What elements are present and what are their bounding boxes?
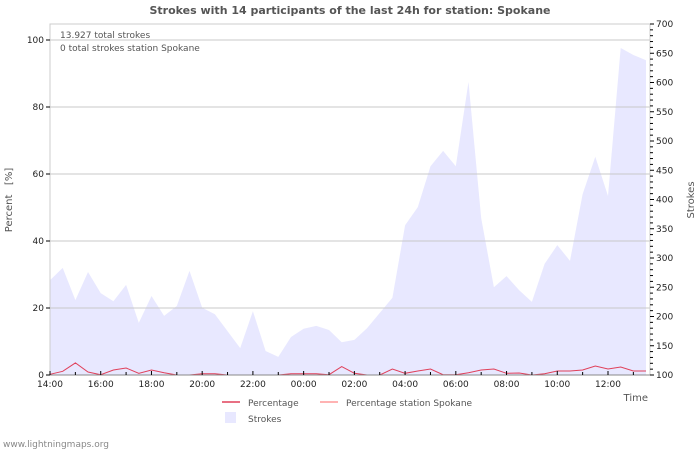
- x-tick-label: 10:00: [544, 380, 570, 390]
- y-right-tick-label: 250: [656, 283, 673, 293]
- legend: Percentage Percentage station Spokane St…: [222, 399, 473, 425]
- y-right-tick-label: 150: [656, 342, 673, 352]
- y-axis-left-label: Percent [%]: [4, 168, 15, 233]
- x-tick-label: 00:00: [291, 380, 317, 390]
- x-tick-label: 04:00: [392, 380, 418, 390]
- strokes-area: [50, 48, 646, 375]
- chart-title: Strokes with 14 participants of the last…: [149, 4, 550, 17]
- x-axis-label: Time: [623, 393, 648, 404]
- annotation-total-strokes: 13.927 total strokes: [60, 31, 150, 41]
- x-tick-label: 12:00: [595, 380, 621, 390]
- legend-percentage-label: Percentage: [248, 399, 299, 409]
- y-right-tick-label: 450: [656, 166, 673, 176]
- x-tick-label: 08:00: [494, 380, 520, 390]
- footer-site-link[interactable]: www.lightningmaps.org: [3, 440, 109, 450]
- x-tick-label: 22:00: [240, 380, 266, 390]
- annotation-station-strokes: 0 total strokes station Spokane: [60, 44, 200, 54]
- y-left-tick-label: 100: [27, 36, 44, 46]
- y-right-tick-label: 300: [656, 254, 673, 264]
- y-right-tick-label: 600: [656, 79, 673, 89]
- x-tick-label: 02:00: [341, 380, 367, 390]
- y-axis-right-label: Strokes: [686, 181, 697, 218]
- y-right-tick-label: 100: [656, 371, 673, 381]
- x-tick-label: 14:00: [37, 380, 63, 390]
- percentage-line: [49, 362, 646, 376]
- y-right-tick-label: 650: [656, 49, 673, 59]
- x-tick-label: 18:00: [138, 380, 164, 390]
- x-tick-label: 20:00: [189, 380, 215, 390]
- y-right-tick-label: 500: [656, 137, 673, 147]
- y-left-tick-label: 0: [38, 371, 44, 381]
- y-left-tick-label: 60: [33, 170, 45, 180]
- y-right-tick-label: 550: [656, 108, 673, 118]
- y-left-tick-label: 40: [33, 237, 45, 247]
- y-left-tick-label: 80: [33, 103, 45, 113]
- y-right-tick-label: 200: [656, 313, 673, 323]
- y-right-tick-label: 400: [656, 196, 673, 206]
- y-left-tick-label: 20: [33, 304, 45, 314]
- x-tick-label: 16:00: [88, 380, 114, 390]
- y-right-tick-label: 700: [656, 20, 673, 30]
- y-right-tick-label: 350: [656, 225, 673, 235]
- legend-strokes-label: Strokes: [248, 415, 282, 425]
- legend-strokes-swatch: [225, 412, 236, 423]
- legend-station-label: Percentage station Spokane: [346, 399, 473, 409]
- x-tick-label: 06:00: [443, 380, 469, 390]
